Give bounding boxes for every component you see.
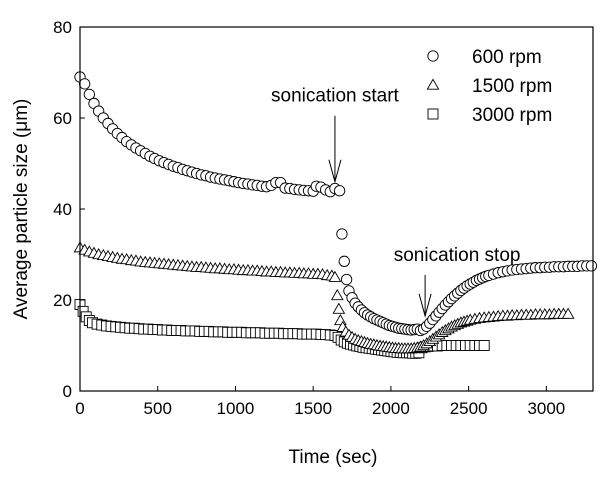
y-tick-label: 20 [53,291,72,310]
x-axis: 0 500 1000 1500 2000 2500 3000 [75,386,565,418]
legend-item: 600 rpm [427,47,542,68]
data-point [338,255,350,267]
data-point [328,270,342,282]
y-tick-label: 40 [53,200,72,219]
annotation: sonication stop [394,245,521,318]
annotation-arrowhead [328,159,342,184]
y-axis: 0 20 40 60 80 [53,18,85,401]
x-axis-label: Time (sec) [288,447,377,468]
annotation: sonication start [271,86,400,184]
data-point [332,302,346,314]
data-point [561,307,575,319]
annotations: sonication start sonication stop [271,86,521,318]
x-tick-label: 3000 [527,399,565,418]
data-point [478,340,490,351]
data-point [340,273,353,286]
x-tick-label: 1500 [294,399,332,418]
y-tick-label: 60 [53,109,72,128]
x-tick-label: 0 [75,399,84,418]
legend-marker [426,78,440,90]
series-layer [73,71,598,359]
data-point [585,260,598,272]
data-point [334,313,347,326]
data-point [336,228,348,240]
series-1500-rpm [73,241,575,354]
x-tick-label: 2000 [372,399,410,418]
legend-label: 1500 rpm [472,76,552,97]
data-point [330,288,344,301]
y-tick-label: 0 [63,382,72,401]
legend-item: 3000 rpm [427,105,552,126]
data-point [83,88,95,100]
y-tick-label: 80 [53,18,72,37]
annotation-text: sonication stop [394,245,521,266]
legend-item: 1500 rpm [426,76,552,97]
x-tick-label: 2500 [450,399,488,418]
data-point [79,78,91,90]
annotation-arrowhead [418,293,432,318]
legend: 600 rpm 1500 rpm 3000 rpm [426,47,552,126]
annotation-text: sonication start [271,86,400,107]
legend-label: 600 rpm [472,47,542,68]
y-axis-label: Average particle size (μm) [11,99,32,320]
x-tick-label: 1000 [217,399,255,418]
legend-marker [427,108,439,120]
data-point [333,185,346,197]
legend-marker [427,50,439,62]
legend-label: 3000 rpm [472,105,552,126]
x-tick-label: 500 [144,399,172,418]
